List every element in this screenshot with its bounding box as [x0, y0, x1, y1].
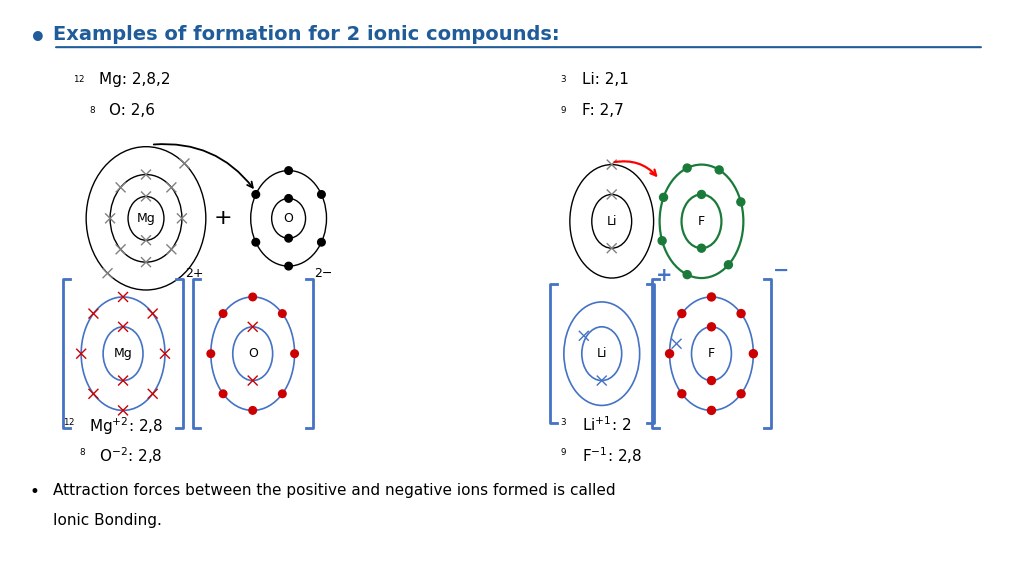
Circle shape: [724, 261, 732, 269]
Text: Li: Li: [597, 347, 607, 360]
Circle shape: [666, 350, 674, 358]
Text: Li: 2,1: Li: 2,1: [582, 72, 629, 87]
Text: Ionic Bonding.: Ionic Bonding.: [53, 513, 162, 528]
Circle shape: [285, 262, 293, 270]
Circle shape: [252, 238, 259, 246]
Text: $_{12}$: $_{12}$: [63, 415, 76, 429]
Circle shape: [249, 293, 256, 301]
Text: Mg: Mg: [136, 212, 156, 225]
Circle shape: [678, 390, 686, 398]
Text: $_{9}$: $_{9}$: [560, 445, 567, 458]
Text: F: 2,7: F: 2,7: [582, 103, 624, 118]
Circle shape: [291, 350, 298, 358]
Circle shape: [737, 390, 745, 398]
Circle shape: [659, 194, 668, 202]
Text: Mg$^{+2}$: 2,8: Mg$^{+2}$: 2,8: [89, 415, 164, 437]
Text: Li: Li: [606, 215, 617, 228]
Text: •: •: [30, 25, 47, 53]
Circle shape: [697, 244, 706, 252]
Circle shape: [737, 198, 744, 206]
Circle shape: [252, 191, 259, 198]
Circle shape: [708, 377, 716, 385]
Text: +: +: [655, 266, 672, 285]
Circle shape: [683, 271, 691, 279]
Circle shape: [279, 390, 286, 397]
Text: 2−: 2−: [314, 267, 333, 280]
Text: O$^{-2}$: 2,8: O$^{-2}$: 2,8: [99, 445, 163, 466]
Circle shape: [219, 310, 227, 317]
Circle shape: [285, 195, 293, 202]
Circle shape: [658, 237, 667, 245]
Text: $_{3}$: $_{3}$: [560, 415, 567, 429]
Text: $_{9}$: $_{9}$: [560, 103, 567, 116]
Text: F: F: [698, 215, 706, 228]
Text: $_{12}$: $_{12}$: [73, 72, 85, 85]
Text: $_{8}$: $_{8}$: [89, 103, 96, 116]
Circle shape: [219, 390, 227, 397]
Text: −: −: [773, 261, 790, 280]
Text: Mg: 2,8,2: Mg: 2,8,2: [99, 72, 171, 87]
Text: Attraction forces between the positive and negative ions formed is called: Attraction forces between the positive a…: [53, 483, 615, 498]
Circle shape: [317, 238, 326, 246]
Text: O: 2,6: O: 2,6: [110, 103, 155, 118]
Circle shape: [317, 191, 326, 198]
Circle shape: [683, 164, 691, 172]
Text: O: O: [284, 212, 294, 225]
Circle shape: [737, 309, 745, 317]
Text: $_{3}$: $_{3}$: [560, 72, 567, 85]
Circle shape: [285, 167, 293, 175]
Text: Mg: Mg: [114, 347, 132, 360]
Circle shape: [697, 191, 706, 199]
Circle shape: [249, 407, 256, 414]
Text: $_{8}$: $_{8}$: [79, 445, 86, 458]
Circle shape: [207, 350, 215, 358]
Text: F: F: [708, 347, 715, 360]
Circle shape: [750, 350, 758, 358]
Circle shape: [678, 309, 686, 317]
Text: •: •: [30, 483, 39, 501]
Circle shape: [285, 234, 293, 242]
Text: Examples of formation for 2 ionic compounds:: Examples of formation for 2 ionic compou…: [53, 25, 560, 44]
Circle shape: [279, 310, 286, 317]
Text: Li$^{+1}$: 2: Li$^{+1}$: 2: [582, 415, 631, 434]
Text: 2+: 2+: [185, 267, 204, 280]
Text: O: O: [248, 347, 258, 360]
Circle shape: [708, 323, 716, 331]
Circle shape: [708, 293, 716, 301]
Circle shape: [708, 407, 716, 414]
Circle shape: [715, 166, 723, 174]
Text: F$^{-1}$: 2,8: F$^{-1}$: 2,8: [582, 445, 642, 466]
Text: +: +: [213, 209, 232, 228]
